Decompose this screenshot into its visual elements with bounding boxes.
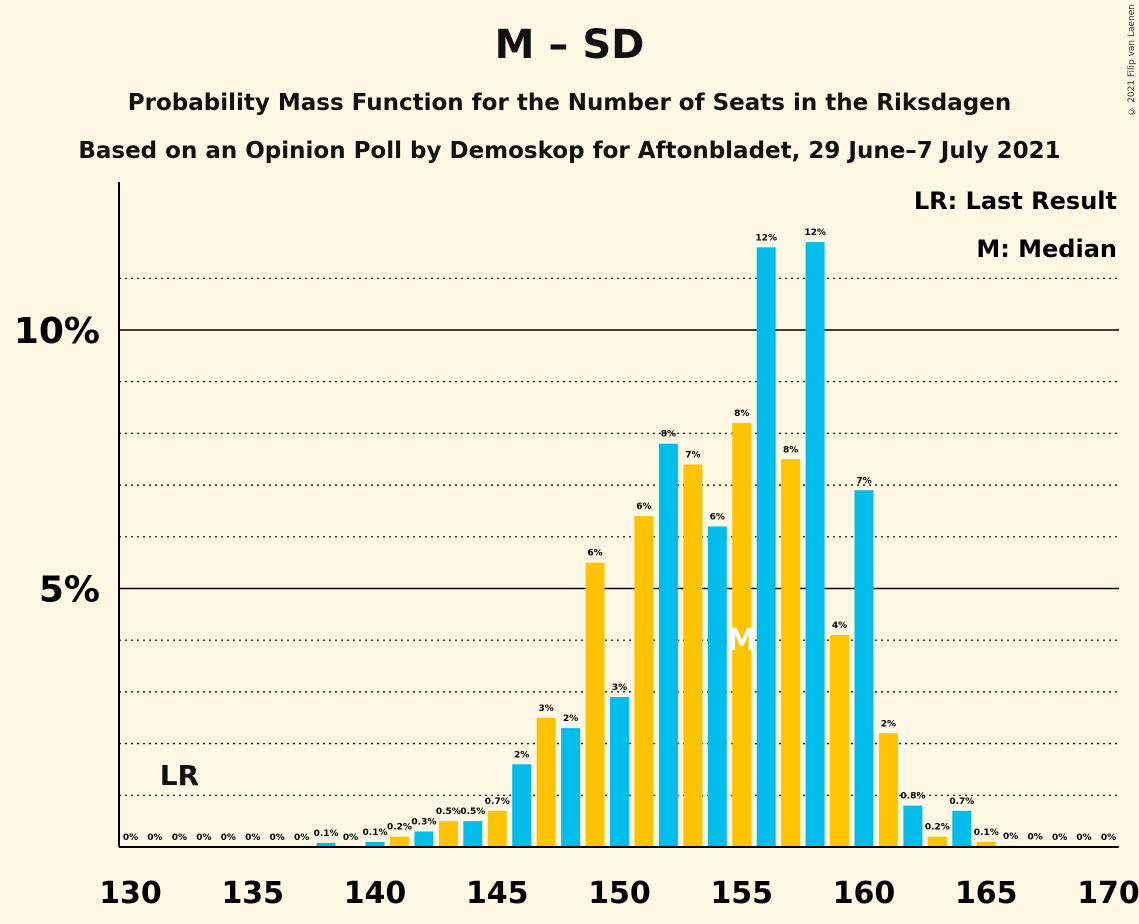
grid-lines (119, 277, 1119, 796)
bar-label-seat-145: 0.7% (485, 797, 510, 807)
bar-label-seat-164: 0.7% (949, 797, 974, 807)
bar-seat-143 (438, 821, 458, 847)
bar-label-seat-139: 0% (343, 833, 358, 843)
bar-label-seat-143: 0.5% (436, 807, 461, 817)
bar-label-seat-136: 0% (270, 833, 285, 843)
bar-seat-140 (365, 841, 385, 847)
bar-label-seat-151: 6% (636, 502, 651, 512)
bar-label-seat-140: 0.1% (363, 828, 388, 838)
bar-label-seat-138: 0.1% (314, 829, 339, 839)
bar-seat-162 (903, 805, 923, 847)
bar-seat-138 (316, 842, 336, 847)
bar-label-seat-134: 0% (221, 833, 236, 843)
bar-label-seat-147: 3% (539, 704, 554, 714)
bar-label-seat-144: 0.5% (460, 807, 485, 817)
bar-label-seat-166: 0% (1003, 832, 1018, 842)
bar-label-seat-167: 0% (1028, 832, 1043, 842)
x-tick-label: 130 (99, 876, 162, 911)
bar-label-seat-142: 0.3% (411, 817, 436, 827)
bar-label-seat-168: 0% (1052, 833, 1067, 843)
bar-label-seat-158: 12% (804, 228, 826, 238)
x-tick-label: 145 (466, 876, 529, 911)
bar-label-seat-156: 12% (755, 233, 777, 243)
bar-label-seat-159: 4% (832, 621, 847, 631)
bar-label-seat-160: 7% (856, 476, 871, 486)
bar-seat-150 (610, 697, 629, 847)
bar-seat-152 (658, 443, 678, 847)
bar-seat-164 (952, 810, 972, 847)
bar-label-seat-137: 0% (294, 833, 309, 843)
bar-label-seat-133: 0% (196, 833, 211, 843)
bar-label-seat-163: 0.2% (925, 823, 950, 833)
bar-label-seat-169: 0% (1076, 833, 1091, 843)
bar-seat-155 (732, 423, 752, 847)
bar-label-seat-170: 0% (1101, 833, 1116, 843)
bar-seat-157 (781, 459, 801, 847)
bar-seat-161 (878, 733, 898, 847)
bar-label-seat-130: 0% (123, 833, 138, 843)
last-result-marker: LR (160, 759, 199, 792)
x-tick-label: 140 (344, 876, 407, 911)
bar-seat-147 (536, 717, 556, 847)
bar-label-seat-141: 0.2% (387, 823, 412, 833)
x-tick-label: 165 (955, 876, 1018, 911)
chart-subtitle: Probability Mass Function for the Number… (127, 90, 1012, 116)
y-tick-label: 5% (39, 570, 100, 611)
y-tick-label: 10% (14, 311, 100, 352)
chart-title: M – SD (494, 22, 645, 68)
x-tick-label: 150 (588, 876, 651, 911)
bar-seat-153 (683, 464, 703, 847)
bar-seat-145 (487, 810, 507, 847)
bar-seat-158 (805, 242, 825, 848)
legend-last-result: LR: Last Result (914, 187, 1117, 215)
bar-seat-156 (756, 247, 776, 847)
x-tick-label: 155 (710, 876, 773, 911)
bar-label-seat-165: 0.1% (974, 828, 999, 838)
bar-label-seat-162: 0.8% (900, 792, 925, 802)
axes (118, 182, 1119, 848)
bar-seat-160 (854, 490, 874, 847)
bar-label-seat-148: 2% (563, 714, 578, 724)
bar-seat-148 (561, 728, 581, 847)
bar-label-seat-153: 7% (685, 450, 700, 460)
bar-label-seat-157: 8% (783, 445, 798, 455)
markers: LR M (160, 623, 757, 792)
bar-seat-159 (830, 635, 850, 847)
bar-label-seat-152: 8% (661, 430, 676, 440)
bar-label-seat-131: 0% (147, 833, 162, 843)
bar-label-seat-155: 8% (734, 409, 749, 419)
legend-median: M: Median (976, 235, 1117, 263)
chart-source-line: Based on an Opinion Poll by Demoskop for… (78, 138, 1061, 164)
x-tick-label: 135 (221, 876, 284, 911)
bar-seat-163 (927, 836, 947, 847)
bar-label-seat-146: 2% (514, 750, 529, 760)
bar-labels: 0% 0% 0% 0% 0% 0% 0% 0% 0.1% 0%0.1%0.2%0.3%0.5% 0.… (123, 228, 1116, 843)
bar-seat-165 (976, 841, 996, 847)
bars (316, 242, 1045, 848)
tick-labels: 130 135 140 145 150 155 160 165 170 5% 10% (14, 311, 1139, 911)
bar-label-seat-132: 0% (172, 833, 187, 843)
bar-label-seat-161: 2% (881, 719, 896, 729)
bar-seat-144 (463, 821, 483, 847)
bar-label-seat-135: 0% (245, 833, 260, 843)
bar-seat-151 (634, 516, 654, 847)
median-marker: M (727, 623, 757, 658)
bar-seat-154 (707, 526, 727, 847)
bar-label-seat-150: 3% (612, 683, 627, 693)
x-tick-label: 160 (833, 876, 896, 911)
bar-seat-146 (512, 764, 532, 847)
bar-label-seat-154: 6% (710, 512, 725, 522)
bar-seat-142 (414, 831, 434, 847)
bar-seat-141 (389, 836, 409, 847)
bar-label-seat-149: 6% (587, 549, 602, 559)
x-tick-label: 170 (1077, 876, 1139, 911)
bar-seat-149 (585, 562, 605, 847)
